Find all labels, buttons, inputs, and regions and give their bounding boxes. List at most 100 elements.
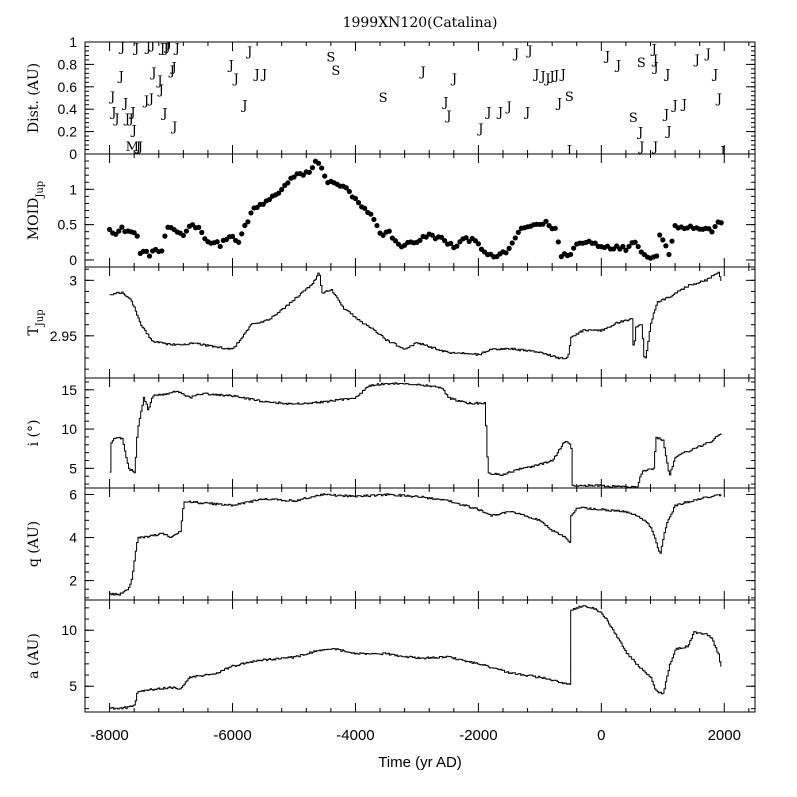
moid-point-120 [475,241,481,247]
dist-point-40: J [441,95,448,110]
moid-point-52 [266,196,273,203]
moid-point-78 [346,188,352,195]
dist-point-66: J [651,53,658,68]
a-y-axis-label-text: a (AU) [26,633,42,679]
dist-point-11: M [126,140,139,155]
dist-point-52: J [543,72,550,87]
moid-point-56 [279,186,285,193]
dist-point-36: S [326,51,335,66]
tjup-panel-frame [84,266,756,379]
dist-point-19: J [155,74,162,89]
dist-point-16: J [147,92,154,107]
moid-y-axis-label-text: MOID [26,198,42,241]
a-panel-frame [84,599,756,713]
moid-point-50 [260,201,266,207]
moid-point-35 [214,239,220,245]
moid-point-197 [712,223,718,230]
dist-point-76: J [711,67,718,82]
x-tick-label: -2000 [459,727,497,744]
a-y-tick-label: 10 [61,622,77,638]
moid-point-146 [555,239,561,245]
q-y-tick-label: 2 [69,573,77,589]
dist-point-28: J [170,120,177,135]
dist-point-77: J [715,92,722,107]
dist-point-21: J [158,42,165,57]
dist-point-57: S [565,90,574,105]
panel-a: 5 10 a (AU) [26,599,756,713]
moid-point-129 [503,250,509,256]
dist-point-10: J [132,42,139,57]
incl-y-tick-label: 5 [69,460,77,476]
moid-point-179 [657,232,663,238]
q-plot-area [109,493,722,596]
dist-point-45: J [496,105,503,120]
dist-point-71: J [664,124,671,139]
moid-point-182 [666,251,672,258]
dist-point-5: J [121,96,128,111]
dist-y-tick-label: 0.2 [58,124,78,140]
q-y-tick-label: 6 [69,486,77,502]
dist-point-24: J [163,39,170,54]
moid-point-65 [306,169,312,175]
dist-point-68: J [651,140,658,155]
moid-point-109 [441,238,448,244]
dist-y-tick-label: 0.8 [58,56,78,72]
moid-point-113 [454,243,460,249]
moid-y-tick-label: 1 [69,181,77,197]
dist-point-48: J [523,105,530,120]
moid-point-70 [322,173,328,179]
dist-point-17: J [148,38,155,53]
moid-point-142 [543,218,549,224]
dist-point-30: J [227,58,234,73]
x-axis: -8000 -6000 -4000 -2000 0 2000 [90,727,741,744]
dist-point-35: J [260,67,267,82]
dist-point-39: J [418,65,425,80]
dist-point-13: J [136,140,143,155]
dist-point-7: J [126,112,133,127]
dist-point-8: J [128,105,135,120]
moid-point-183 [669,238,675,244]
moid-point-13 [146,253,153,259]
dist-point-33: J [245,45,252,60]
tjup-y-axis-label-text: T [26,326,42,336]
dist-point-75: J [704,47,711,62]
dist-point-25: J [165,36,172,51]
incl-y-tick-label: 10 [61,421,77,437]
a-y-tick-label: 5 [69,678,77,694]
dist-point-58: J [565,144,572,159]
dist-point-78: J [718,145,725,160]
dist-point-61: S [629,111,638,126]
dist-point-3: J [117,70,124,85]
dist-point-32: J [240,99,247,114]
dist-y-axis-label: Dist. (AU) [26,63,42,133]
dist-point-74: J [693,53,700,68]
moid-point-87 [374,222,380,229]
dist-point-47: J [512,47,519,62]
dist-point-49: J [525,44,532,59]
moid-point-81 [355,200,362,206]
moid-point-132 [512,235,518,241]
dist-point-18: J [149,66,156,81]
moid-y-axis-label: MOIDJup [26,181,46,240]
incl-y-axis-label-text: i (°) [26,420,42,447]
dist-point-73: J [680,98,687,113]
incl-series-line [109,382,722,488]
x-tick-label: -6000 [213,727,251,744]
moid-point-151 [571,245,577,251]
moid-point-150 [567,251,574,258]
moid-point-133 [515,229,521,235]
moid-point-108 [438,234,445,240]
moid-point-36 [217,243,223,250]
moid-point-91 [386,228,392,234]
moid-point-105 [429,232,435,238]
moid-point-40 [229,233,236,239]
dist-point-72: J [670,99,677,114]
dist-point-31: J [232,72,239,87]
dist-point-54: J [552,68,559,83]
moid-point-130 [506,245,512,251]
incl-y-tick-label: 15 [61,382,77,398]
moid-point-111 [448,240,454,246]
dist-point-15: J [144,40,151,55]
dist-point-46: J [505,100,512,115]
